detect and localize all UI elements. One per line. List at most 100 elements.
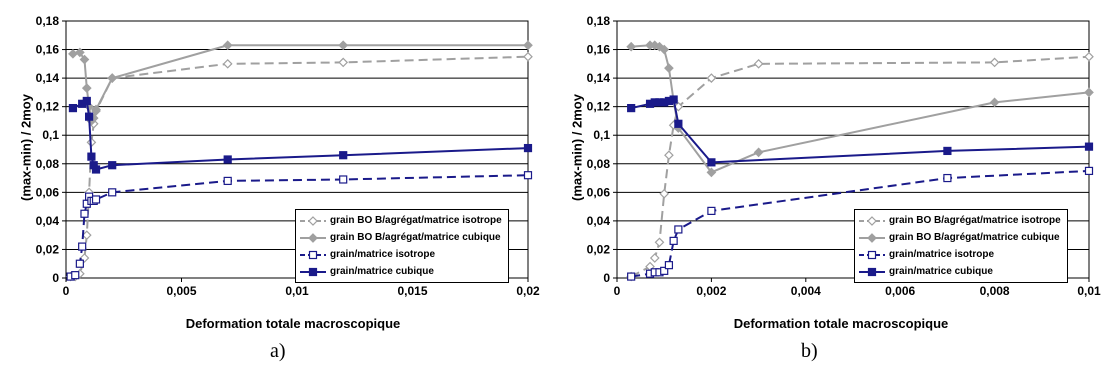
data-point [339,151,348,160]
legend-label: grain BO B/agrégat/matrice cubique [889,232,1060,243]
legend-swatch [859,232,885,243]
data-point [108,161,117,170]
legend-swatch [859,215,885,226]
data-point [669,236,678,245]
data-point [81,230,92,241]
data-point [1084,166,1094,176]
legend-entry: grain BO B/agrégat/matrice isotrope [300,212,502,229]
data-point [654,237,665,248]
x-tick-label: 0,01 [285,284,309,298]
data-point [664,150,674,161]
x-tick-label: 0,004 [791,284,821,298]
legend-a: grain BO B/agrégat/matrice isotrope grain… [295,209,509,283]
legend-label: grain/matrice cubique [330,266,434,277]
data-point [664,63,674,73]
y-tick-label: 0,08 [587,157,611,171]
x-tick-label: 0,002 [696,284,726,298]
legend-label: grain BO B/agrégat/matrice isotrope [889,215,1061,226]
legend-label: grain BO B/agrégat/matrice cubique [330,232,501,243]
y-tick-label: 0 [52,271,59,285]
x-tick-label: 0,015 [397,284,427,298]
caption-b: b) [801,340,818,362]
legend-swatch [300,215,326,226]
data-point [707,206,716,215]
data-point [222,40,233,51]
legend-entry: grain/matrice cubique [300,263,502,280]
data-point [660,266,669,275]
y-tick-label: 0 [603,271,610,285]
data-point [943,146,952,156]
data-point [107,73,118,83]
legend-entry: grain/matrice cubique [859,263,1061,280]
data-point [523,40,533,51]
y-tick-label: 0,14 [36,71,60,85]
y-axis-label-a: (max-min) / 2moy [18,94,34,201]
legend-swatch-marker [867,250,877,259]
data-point [664,261,674,270]
legend-swatch [300,232,326,243]
data-point [75,47,85,58]
legend-entry: grain BO B/agrégat/matrice cubique [300,229,502,246]
series-line [631,44,1090,174]
legend-label: grain/matrice cubique [889,266,993,277]
y-tick-label: 0,02 [36,242,60,256]
chart-panel-a: 0 0,02 0,04 0,06 0,08 0,1 0,12 0,14 0,16 0,18 0 0,0… [0,0,550,367]
data-point [91,195,101,204]
chart-panel-b: 0 0,02 0,04 0,06 0,08 0,1 0,12 0,14 0,16 0,18 0 0,0… [551,0,1101,367]
y-tick-label: 0,06 [36,185,60,199]
y-tick-label: 0,18 [36,14,60,28]
data-point [626,41,637,52]
data-point [989,97,1000,108]
data-point [659,44,670,55]
x-tick-label: 0,01 [1077,284,1101,298]
x-tick-label: 0 [614,284,621,298]
x-tick-label: 0,008 [980,284,1010,298]
legend-swatch-marker [308,250,318,259]
data-point [674,225,683,234]
data-point [71,271,80,280]
data-point [659,188,670,199]
y-axis-label-b: (max-min) / 2moy [569,94,585,201]
caption-a: a) [270,340,286,362]
y-tick-label: 0,12 [36,100,60,114]
x-axis-label-a: Deformation totale macroscopique [185,316,401,331]
data-point [706,73,717,83]
legend-label: grain/matrice isotrope [889,249,995,260]
legend-label: grain/matrice isotrope [330,249,436,260]
data-point [523,51,533,62]
y-tick-label: 0,14 [587,71,611,85]
legend-label: grain BO B/agrégat/matrice isotrope [330,215,502,226]
legend-swatch [300,267,326,276]
data-point [79,54,90,65]
legend-swatch-marker [308,232,318,243]
x-tick-label: 0,02 [516,284,540,298]
y-tick-label: 0,16 [587,43,611,57]
y-tick-label: 0,06 [587,185,611,199]
data-point [1084,51,1094,62]
data-point [78,242,87,251]
legend-swatch-marker [867,215,877,226]
data-point [108,188,117,197]
x-axis-label-b: Deformation totale macroscopique [733,316,949,331]
y-tick-label: 0,02 [587,242,611,256]
legend-swatch-marker [308,215,318,226]
data-point [1084,142,1094,151]
data-point [75,259,84,268]
data-point [943,173,952,183]
data-point [91,104,101,115]
data-point [87,152,96,161]
legend-swatch [300,250,326,259]
legend-entry: grain/matrice isotrope [859,246,1061,263]
data-point [338,57,349,68]
data-point [339,175,348,184]
data-point [627,272,636,281]
legend-swatch-marker [867,267,877,276]
series-line [72,44,528,122]
data-point [91,165,101,174]
y-tick-label: 0,18 [587,14,611,28]
data-point [523,143,533,153]
data-point [674,119,683,128]
data-point [989,57,1000,68]
data-point [223,176,232,186]
chart-svg-a: 0 0,02 0,04 0,06 0,08 0,1 0,12 0,14 0,16 0,18 0 0,0… [36,14,540,298]
